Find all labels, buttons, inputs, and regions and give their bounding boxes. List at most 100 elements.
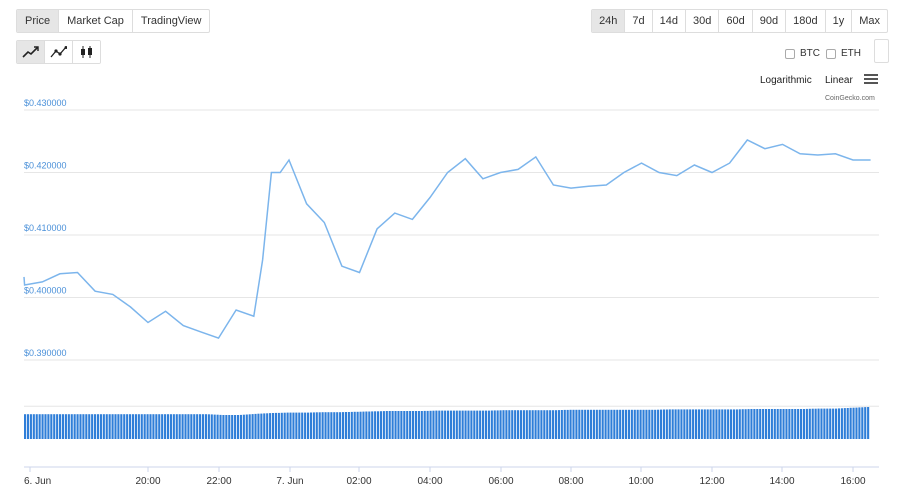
volume-bar <box>199 414 202 439</box>
volume-bar <box>642 409 645 439</box>
volume-bar <box>53 414 56 439</box>
hamburger-menu-icon[interactable] <box>864 74 878 85</box>
x-tick-label: 04:00 <box>417 476 442 487</box>
y-tick-label: $0.420000 <box>24 161 67 171</box>
volume-bar <box>662 409 665 439</box>
volume-bar <box>94 414 97 439</box>
range-7d[interactable]: 7d <box>625 10 653 32</box>
volume-bar <box>32 414 35 439</box>
volume-bar <box>417 411 420 439</box>
volume-bar <box>502 410 505 439</box>
volume-bar <box>190 414 193 439</box>
volume-bar <box>668 409 671 439</box>
volume-bar <box>732 409 736 439</box>
volume-bar <box>292 412 295 439</box>
volume-bar <box>172 414 175 439</box>
volume-bar <box>741 409 744 439</box>
volume-bar <box>38 414 41 439</box>
volume-bar <box>59 414 62 439</box>
volume-bar <box>808 408 811 439</box>
volume-bar <box>622 409 625 439</box>
volume-bar <box>29 414 32 439</box>
volume-bar <box>47 414 50 439</box>
volume-bar <box>213 414 216 439</box>
volume-bar <box>423 410 426 439</box>
volume-bar <box>414 411 418 439</box>
compare-eth-checkbox[interactable]: ETH <box>826 48 861 59</box>
tab-tradingview[interactable]: TradingView <box>140 15 202 27</box>
volume-bar <box>589 409 593 439</box>
empty-selector-box[interactable] <box>874 39 889 63</box>
volume-bar <box>409 411 412 439</box>
volume-bar <box>164 414 167 439</box>
volume-bar <box>584 409 587 439</box>
range-180d[interactable]: 180d <box>786 10 826 32</box>
range-14d[interactable]: 14d <box>653 10 687 32</box>
volume-bar <box>344 412 348 439</box>
eth-checkbox-box[interactable] <box>826 48 836 59</box>
volume-bar <box>260 413 263 439</box>
volume-bar <box>219 414 222 439</box>
volume-bar <box>365 411 368 439</box>
volume-bar <box>429 410 432 439</box>
volume-bar <box>461 410 464 439</box>
volume-bar <box>350 411 353 439</box>
volume-bar <box>394 411 397 439</box>
volume-bar <box>242 414 245 439</box>
volume-bar <box>700 409 703 439</box>
linear-scale-button[interactable]: Linear <box>825 75 853 86</box>
line-points-chart-icon[interactable] <box>45 41 73 63</box>
volume-bar <box>540 410 543 439</box>
volume-bar <box>207 414 210 439</box>
volume-bar <box>178 414 181 439</box>
volume-bar <box>193 414 196 439</box>
volume-bar <box>312 412 315 439</box>
volume-bar <box>525 410 528 439</box>
volume-bar <box>263 413 266 439</box>
volume-bar <box>694 409 698 439</box>
line-chart-icon[interactable] <box>17 41 45 63</box>
volume-bar <box>137 414 140 439</box>
candlestick-icon[interactable] <box>73 41 100 63</box>
volume-bar <box>595 409 598 439</box>
volume-bar <box>155 414 158 439</box>
logarithmic-scale-button[interactable]: Logarithmic <box>760 75 812 86</box>
y-tick-label: $0.400000 <box>24 286 67 296</box>
range-60d[interactable]: 60d <box>719 10 753 32</box>
volume-bar <box>67 414 70 439</box>
volume-bar <box>231 415 234 439</box>
volume-bar <box>400 411 403 439</box>
credit-label: CoinGecko.com <box>825 95 875 102</box>
volume-bar <box>528 410 531 439</box>
volume-bar <box>304 412 307 439</box>
volume-bar <box>452 410 455 439</box>
volume-bar <box>96 414 100 439</box>
volume-bar <box>648 409 651 439</box>
volume-bar <box>251 414 254 439</box>
volume-bar <box>578 409 581 439</box>
compare-btc-checkbox[interactable]: BTC <box>785 48 820 59</box>
btc-checkbox-box[interactable] <box>785 48 795 59</box>
range-1y[interactable]: 1y <box>826 10 853 32</box>
range-90d[interactable]: 90d <box>753 10 787 32</box>
volume-bar <box>82 414 85 439</box>
volume-bar <box>309 412 313 439</box>
volume-bar <box>840 408 843 439</box>
volume-bar <box>277 412 280 439</box>
volume-bar <box>607 409 610 439</box>
range-max[interactable]: Max <box>859 15 880 27</box>
volume-bar <box>420 411 423 439</box>
view-tabs: Price Market Cap TradingView <box>16 9 211 33</box>
y-tick-label: $0.410000 <box>24 223 67 233</box>
tab-price[interactable]: Price <box>17 10 60 32</box>
volume-bar <box>102 414 105 439</box>
volume-bar <box>91 414 94 439</box>
range-30d[interactable]: 30d <box>686 10 720 32</box>
volume-bar <box>318 412 321 439</box>
tab-market-cap[interactable]: Market Cap <box>59 10 133 32</box>
volume-bar <box>228 415 231 439</box>
range-24h[interactable]: 24h <box>592 10 626 32</box>
volume-bar <box>554 410 558 439</box>
volume-bar <box>56 414 59 439</box>
